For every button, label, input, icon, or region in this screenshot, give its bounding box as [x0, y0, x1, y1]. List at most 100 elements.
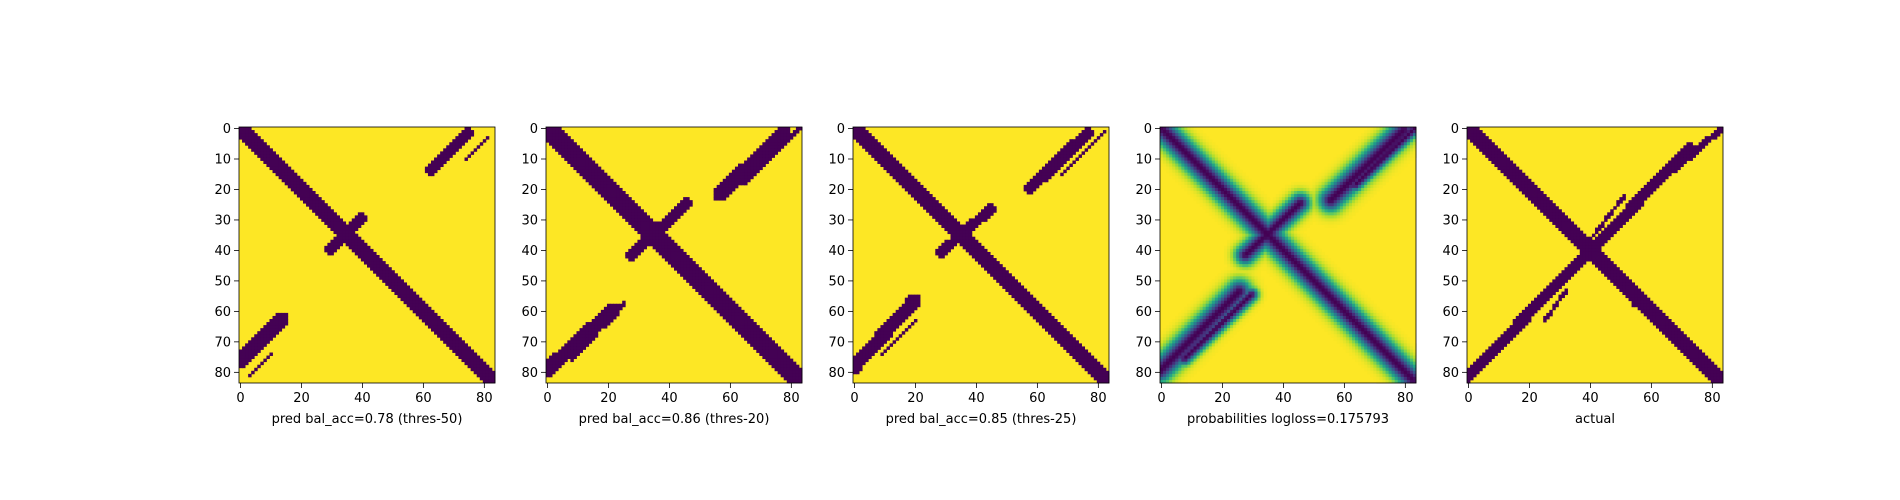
heatmap-cell	[1217, 175, 1222, 180]
heatmap-cell	[1303, 251, 1307, 256]
heatmap-cell	[1193, 172, 1197, 177]
heatmap-cell	[257, 343, 261, 347]
heatmap-cell	[1269, 264, 1274, 268]
heatmap-cell	[1166, 160, 1170, 164]
heatmap-cell	[652, 242, 657, 247]
heatmap-cell	[1358, 148, 1362, 152]
heatmap-cell	[1403, 127, 1408, 131]
heatmap-cell	[1239, 233, 1243, 238]
heatmap-cell	[1202, 133, 1207, 137]
heatmap-cell	[1051, 160, 1055, 164]
heatmap-cell	[1364, 166, 1368, 171]
heatmap-cell	[440, 328, 444, 332]
heatmap-cell	[382, 273, 386, 277]
heatmap-cell	[1321, 258, 1325, 262]
heatmap-cell	[1239, 187, 1243, 192]
heatmap-cell	[1187, 154, 1191, 158]
heatmap-cell	[1214, 148, 1219, 152]
heatmap-cell	[606, 312, 611, 317]
heatmap-cell	[1303, 242, 1307, 247]
heatmap-cell	[248, 139, 252, 143]
heatmap-cell	[1303, 227, 1307, 232]
heatmap-cell	[309, 200, 313, 204]
heatmap-cell	[449, 148, 453, 152]
heatmap-cell	[594, 175, 599, 180]
heatmap-cell	[1388, 136, 1393, 140]
heatmap-cell	[1248, 261, 1252, 265]
heatmap-cell	[558, 361, 562, 366]
heatmap-cell	[1187, 157, 1191, 161]
heatmap-cell	[1169, 139, 1173, 143]
heatmap-cell	[680, 203, 684, 207]
heatmap-cell	[1333, 197, 1338, 201]
heatmap-cell	[570, 160, 574, 164]
heatmap-cell	[561, 361, 565, 366]
heatmap-cell	[482, 361, 487, 366]
heatmap-cell	[1327, 187, 1332, 192]
heatmap-cell	[1160, 130, 1164, 134]
heatmap-cell	[646, 227, 651, 232]
heatmap-cell	[245, 355, 249, 360]
heatmap-cell	[418, 309, 423, 314]
heatmap-cell	[768, 157, 772, 161]
heatmap-cell	[1388, 172, 1393, 177]
heatmap-cell	[394, 282, 398, 286]
heatmap-cell	[1251, 233, 1255, 238]
heatmap-cell	[1178, 172, 1182, 177]
heatmap-cell	[239, 130, 243, 134]
heatmap-cell	[363, 255, 368, 259]
heatmap-cell	[1309, 242, 1313, 247]
heatmap-cell	[1084, 139, 1089, 143]
heatmap-cell	[339, 236, 344, 241]
heatmap-cell	[1014, 285, 1018, 289]
heatmap-cell	[1230, 160, 1234, 164]
heatmap-cell	[895, 163, 900, 168]
heatmap-cell	[1041, 166, 1046, 171]
heatmap-cell	[1184, 172, 1188, 177]
heatmap-cell	[780, 361, 785, 366]
heatmap-cell	[646, 230, 651, 235]
heatmap-cell	[558, 145, 562, 149]
heatmap-cell	[1300, 221, 1304, 225]
heatmap-cell	[637, 230, 641, 235]
heatmap-cell	[1367, 130, 1371, 134]
heatmap-cell	[1254, 200, 1258, 204]
heatmap-cell	[1002, 285, 1006, 289]
heatmap-cell	[287, 175, 292, 180]
heatmap-cell	[1345, 169, 1350, 174]
heatmap-cell	[747, 340, 751, 344]
heatmap-cell	[1309, 181, 1313, 186]
heatmap-cell	[634, 203, 638, 207]
heatmap-cell	[680, 251, 684, 256]
heatmap-cell	[750, 319, 754, 323]
heatmap-cell	[1163, 145, 1167, 149]
heatmap-cell	[1358, 169, 1362, 174]
heatmap-cell	[1175, 130, 1179, 134]
heatmap-cell	[695, 270, 699, 274]
heatmap-cell	[1184, 187, 1188, 192]
y-tick-label: 0	[223, 122, 231, 137]
heatmap-cell	[561, 154, 565, 158]
heatmap-cell	[339, 239, 344, 244]
heatmap-cell	[306, 191, 310, 195]
heatmap-cell	[738, 163, 742, 168]
heatmap-cell	[750, 166, 754, 171]
heatmap-cell	[1263, 209, 1268, 213]
heatmap-cell	[910, 178, 915, 183]
heatmap-cell	[1278, 218, 1283, 222]
heatmap-cell	[1045, 166, 1049, 171]
heatmap-cell	[357, 248, 362, 253]
heatmap-cell	[1054, 322, 1058, 326]
heatmap-cell	[1224, 215, 1228, 219]
heatmap-cell	[588, 181, 593, 186]
heatmap-cell	[1245, 175, 1249, 180]
heatmap-cell	[443, 325, 447, 329]
heatmap-cell	[1078, 154, 1082, 158]
heatmap-cell	[768, 361, 772, 366]
heatmap-cell	[1054, 166, 1058, 171]
heatmap-cell	[1233, 242, 1237, 247]
heatmap-cell	[1263, 261, 1268, 265]
heatmap-cell	[722, 197, 727, 201]
heatmap-cell	[1239, 242, 1243, 247]
heatmap-cell	[1263, 206, 1268, 210]
